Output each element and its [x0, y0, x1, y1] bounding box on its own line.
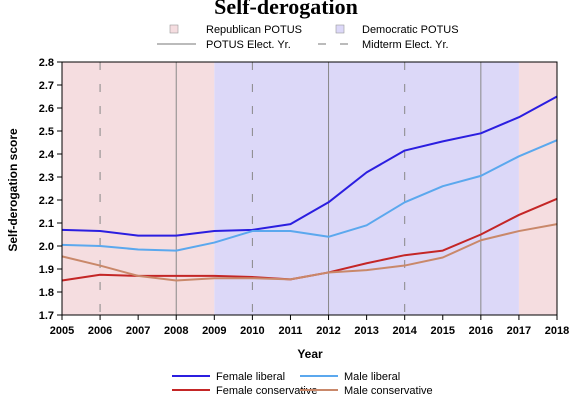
legend-midterm-label: Midterm Elect. Yr.	[362, 39, 449, 51]
y-tick-label: 2.7	[39, 80, 54, 92]
legend-label-female-liberal: Female liberal	[216, 371, 285, 383]
x-axis-title: Year	[297, 347, 323, 361]
x-tick-label: 2011	[279, 325, 303, 337]
x-tick-label: 2010	[240, 325, 264, 337]
y-axis-title: Self-derogation score	[6, 128, 20, 252]
y-tick-label: 2.1	[39, 218, 54, 230]
legend-label-male-liberal: Male liberal	[344, 371, 400, 383]
y-tick-label: 2.8	[39, 57, 54, 69]
series-line-male-conservative	[61, 223, 558, 282]
y-tick-label: 2.5	[39, 126, 54, 138]
series-line-female-liberal	[61, 95, 558, 237]
period-band-2	[518, 62, 557, 315]
series-legend: Female liberal Male liberal Female conserv…	[172, 371, 433, 397]
top-legend: Republican POTUS Democratic POTUS POTUS …	[157, 24, 459, 51]
legend-label-female-conservative: Female conservative	[216, 385, 318, 397]
legend-republican-label: Republican POTUS	[206, 24, 302, 36]
x-tick-label: 2007	[126, 325, 150, 337]
legend-potus-label: POTUS Elect. Yr.	[206, 39, 291, 51]
y-tick-label: 2.4	[39, 149, 55, 161]
y-tick-label: 2.6	[39, 103, 54, 115]
x-tick-label: 2005	[50, 325, 74, 337]
legend-label-male-conservative: Male conservative	[344, 385, 433, 397]
x-tick-label: 2008	[164, 325, 188, 337]
x-tick-label: 2013	[354, 325, 378, 337]
legend-democratic-swatch	[335, 24, 345, 34]
y-tick-label: 2.2	[39, 195, 54, 207]
x-tick-label: 2009	[202, 325, 226, 337]
chart-title: Self-derogation	[214, 0, 358, 19]
period-band-0	[62, 62, 215, 315]
x-tick-label: 2016	[469, 325, 493, 337]
x-tick-label: 2015	[431, 325, 455, 337]
y-tick-label: 2.3	[39, 172, 54, 184]
plot-area: 1.7 1.8 1.9 2.0 2.1 2.2 2.3 2.4 2.5 2.6 2.7 2.8 2005…	[39, 57, 570, 337]
x-tick-label: 2012	[316, 325, 340, 337]
y-tick-label: 1.8	[39, 287, 54, 299]
period-band-1	[214, 62, 519, 315]
series-line-male-liberal	[61, 139, 558, 252]
legend-republican-swatch	[169, 24, 179, 34]
y-tick-label: 1.7	[39, 310, 54, 322]
x-tick-label: 2006	[88, 325, 112, 337]
legend-democratic-label: Democratic POTUS	[362, 24, 459, 36]
y-tick-label: 2.0	[39, 241, 54, 253]
x-tick-label: 2017	[507, 325, 531, 337]
x-tick-label: 2014	[392, 325, 417, 337]
plot-frame	[61, 61, 558, 316]
y-tick-label: 1.9	[39, 264, 54, 276]
x-tick-label: 2018	[545, 325, 569, 337]
